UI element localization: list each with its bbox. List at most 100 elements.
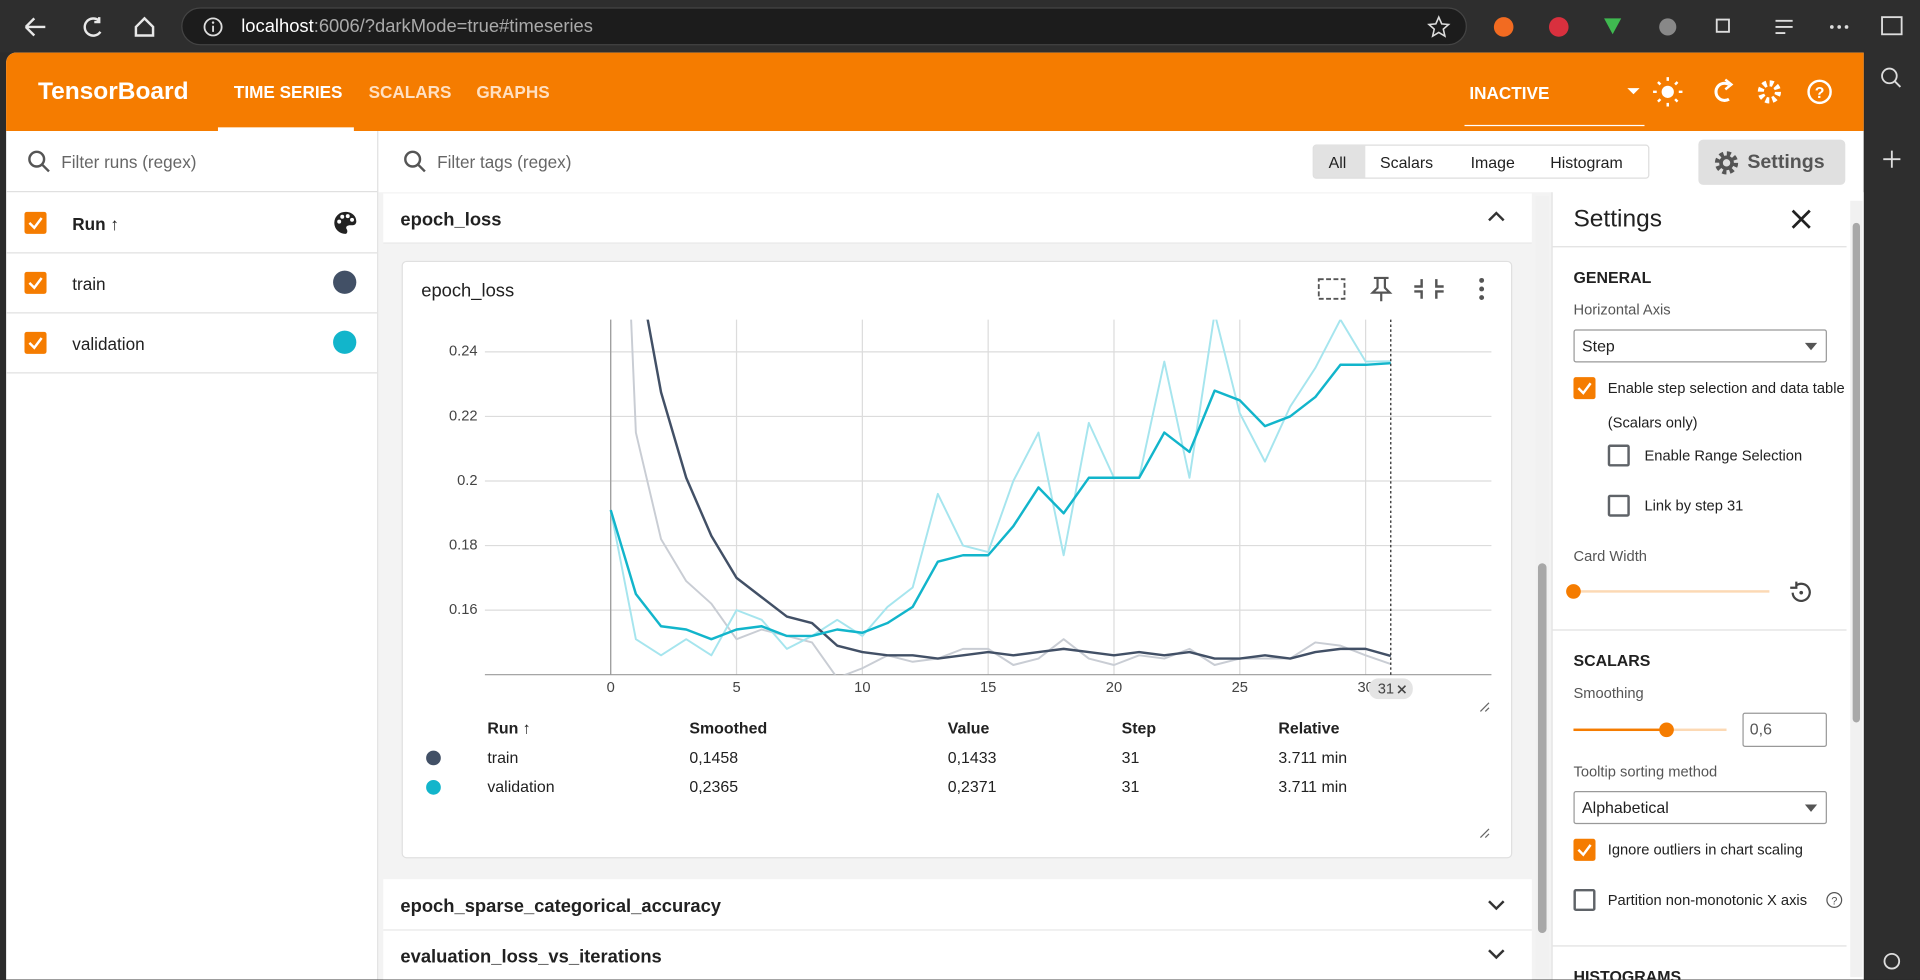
section-title: epoch_loss (400, 209, 502, 231)
y-tick-label: 0.2 (457, 473, 477, 489)
checkbox[interactable] (24, 271, 47, 294)
table-cell: validation (487, 777, 555, 796)
divider (1552, 246, 1847, 248)
slider-thumb[interactable] (1659, 722, 1674, 738)
checkbox[interactable] (24, 331, 47, 354)
table-cell: 0,1433 (947, 748, 997, 767)
section-title: epoch_sparse_categorical_accuracy (400, 896, 722, 918)
url-rest: :6006/?darkMode=true#timeseries (313, 15, 593, 37)
type-button[interactable]: Scalars (1380, 153, 1434, 172)
setting-label: Tooltip sorting method (1573, 762, 1718, 781)
settings-scrollbar-thumb[interactable] (1852, 222, 1861, 723)
table-header[interactable]: Smoothed (689, 718, 768, 738)
checkbox[interactable] (24, 211, 47, 234)
step-selector-close[interactable] (1397, 685, 1407, 694)
checkbox[interactable] (1573, 888, 1596, 912)
select-value: Step (1582, 336, 1615, 356)
palette-icon[interactable] (332, 209, 359, 236)
nav-buttons[interactable] (22, 13, 157, 40)
run-color[interactable] (333, 330, 357, 354)
extension-icons[interactable] (1491, 15, 1858, 39)
svg-text:?: ? (1831, 895, 1837, 907)
plugin-selector[interactable]: INACTIVE (1469, 83, 1550, 103)
checkbox-label: Ignore outliers in chart scaling (1607, 841, 1803, 859)
divider (1552, 629, 1847, 631)
table-header[interactable]: Value (947, 718, 990, 738)
collapse-icon[interactable] (1487, 208, 1507, 225)
smoothed-line (646, 319, 1392, 660)
tags-filter[interactable]: Filter tags (regex) (437, 151, 572, 172)
sidebar-icons[interactable] (1880, 15, 1904, 970)
address-bar[interactable] (181, 7, 1467, 46)
search-icon (404, 150, 426, 173)
divider (6, 252, 378, 254)
help-icon[interactable]: ? (1826, 891, 1843, 908)
smoothing-input[interactable] (1742, 712, 1827, 747)
type-filter (1312, 144, 1650, 179)
card-title: epoch_loss (421, 280, 515, 302)
checkbox-label: Partition non-monotonic X axis (1607, 891, 1808, 909)
select-arrow (1804, 342, 1818, 351)
browser-sidebar (1864, 52, 1920, 980)
chart-card (401, 260, 1513, 859)
checkbox[interactable] (1573, 838, 1596, 861)
smoothing-value: 0,6 (1749, 720, 1772, 739)
run-dot (426, 750, 441, 766)
checkbox-label-clip: Enable step selection and data table (1608, 378, 1848, 400)
run-color[interactable] (333, 270, 357, 294)
select-value: Alphabetical (1582, 798, 1669, 817)
expand-icon[interactable] (1487, 896, 1507, 913)
type-button[interactable]: All (1328, 153, 1347, 172)
favorite-icon[interactable] (1427, 15, 1451, 39)
tab[interactable]: TIME SERIES (233, 82, 343, 102)
section-header[interactable] (383, 930, 1532, 980)
url-host: localhost (241, 15, 314, 37)
section-header[interactable] (383, 193, 1532, 244)
settings-title: Settings (1573, 205, 1662, 233)
runs-filter[interactable]: Filter runs (regex) (61, 151, 197, 172)
raw-line (630, 319, 1392, 675)
gear-icon (1714, 151, 1739, 175)
checkbox[interactable] (1607, 444, 1630, 467)
x-tick-label: 5 (732, 680, 740, 696)
tab[interactable]: GRAPHS (476, 82, 550, 102)
divider (6, 372, 378, 374)
site-info-icon[interactable] (202, 16, 224, 38)
type-button[interactable]: Image (1470, 153, 1515, 172)
reset-icon[interactable] (1788, 579, 1815, 606)
settings-heading: HISTOGRAMS (1573, 967, 1682, 980)
divider (6, 191, 378, 193)
table-header[interactable]: Run ↑ (487, 718, 531, 738)
checkbox-label: Link by step 31 (1644, 497, 1744, 515)
settings-heading: GENERAL (1573, 268, 1652, 287)
settings-heading: SCALARS (1573, 651, 1651, 670)
expand-icon[interactable] (1487, 945, 1507, 962)
header-icons[interactable]: ? (1624, 76, 1844, 108)
x-tick-label: 20 (1106, 680, 1122, 696)
x-tick-label: 10 (854, 680, 870, 696)
settings-panel (1551, 192, 1864, 980)
slider-thumb[interactable] (1566, 584, 1581, 599)
scrollbar-thumb[interactable] (1537, 563, 1547, 934)
settings-button-label: Settings (1747, 151, 1825, 173)
divider (6, 312, 378, 314)
table-header[interactable]: Relative (1278, 718, 1340, 738)
section-header[interactable] (383, 879, 1532, 931)
checkbox[interactable] (1607, 494, 1630, 517)
table-cell: train (487, 748, 519, 767)
run-column-header[interactable]: Run ↑ (72, 214, 119, 234)
y-tick-label: 0.24 (449, 344, 478, 360)
select[interactable] (1573, 791, 1827, 825)
app-title: TensorBoard (37, 78, 189, 106)
select[interactable] (1573, 329, 1827, 363)
tab[interactable]: SCALARS (368, 82, 452, 102)
checkbox-label: Enable Range Selection (1644, 446, 1803, 465)
card-actions[interactable] (1316, 274, 1497, 303)
table-cell: 31 (1121, 777, 1140, 796)
resize-handles[interactable] (1479, 702, 1491, 839)
checkbox[interactable] (1573, 377, 1596, 400)
table-header[interactable]: Step (1121, 718, 1157, 738)
type-button[interactable]: Histogram (1550, 153, 1623, 172)
close-settings[interactable] (1790, 208, 1812, 230)
